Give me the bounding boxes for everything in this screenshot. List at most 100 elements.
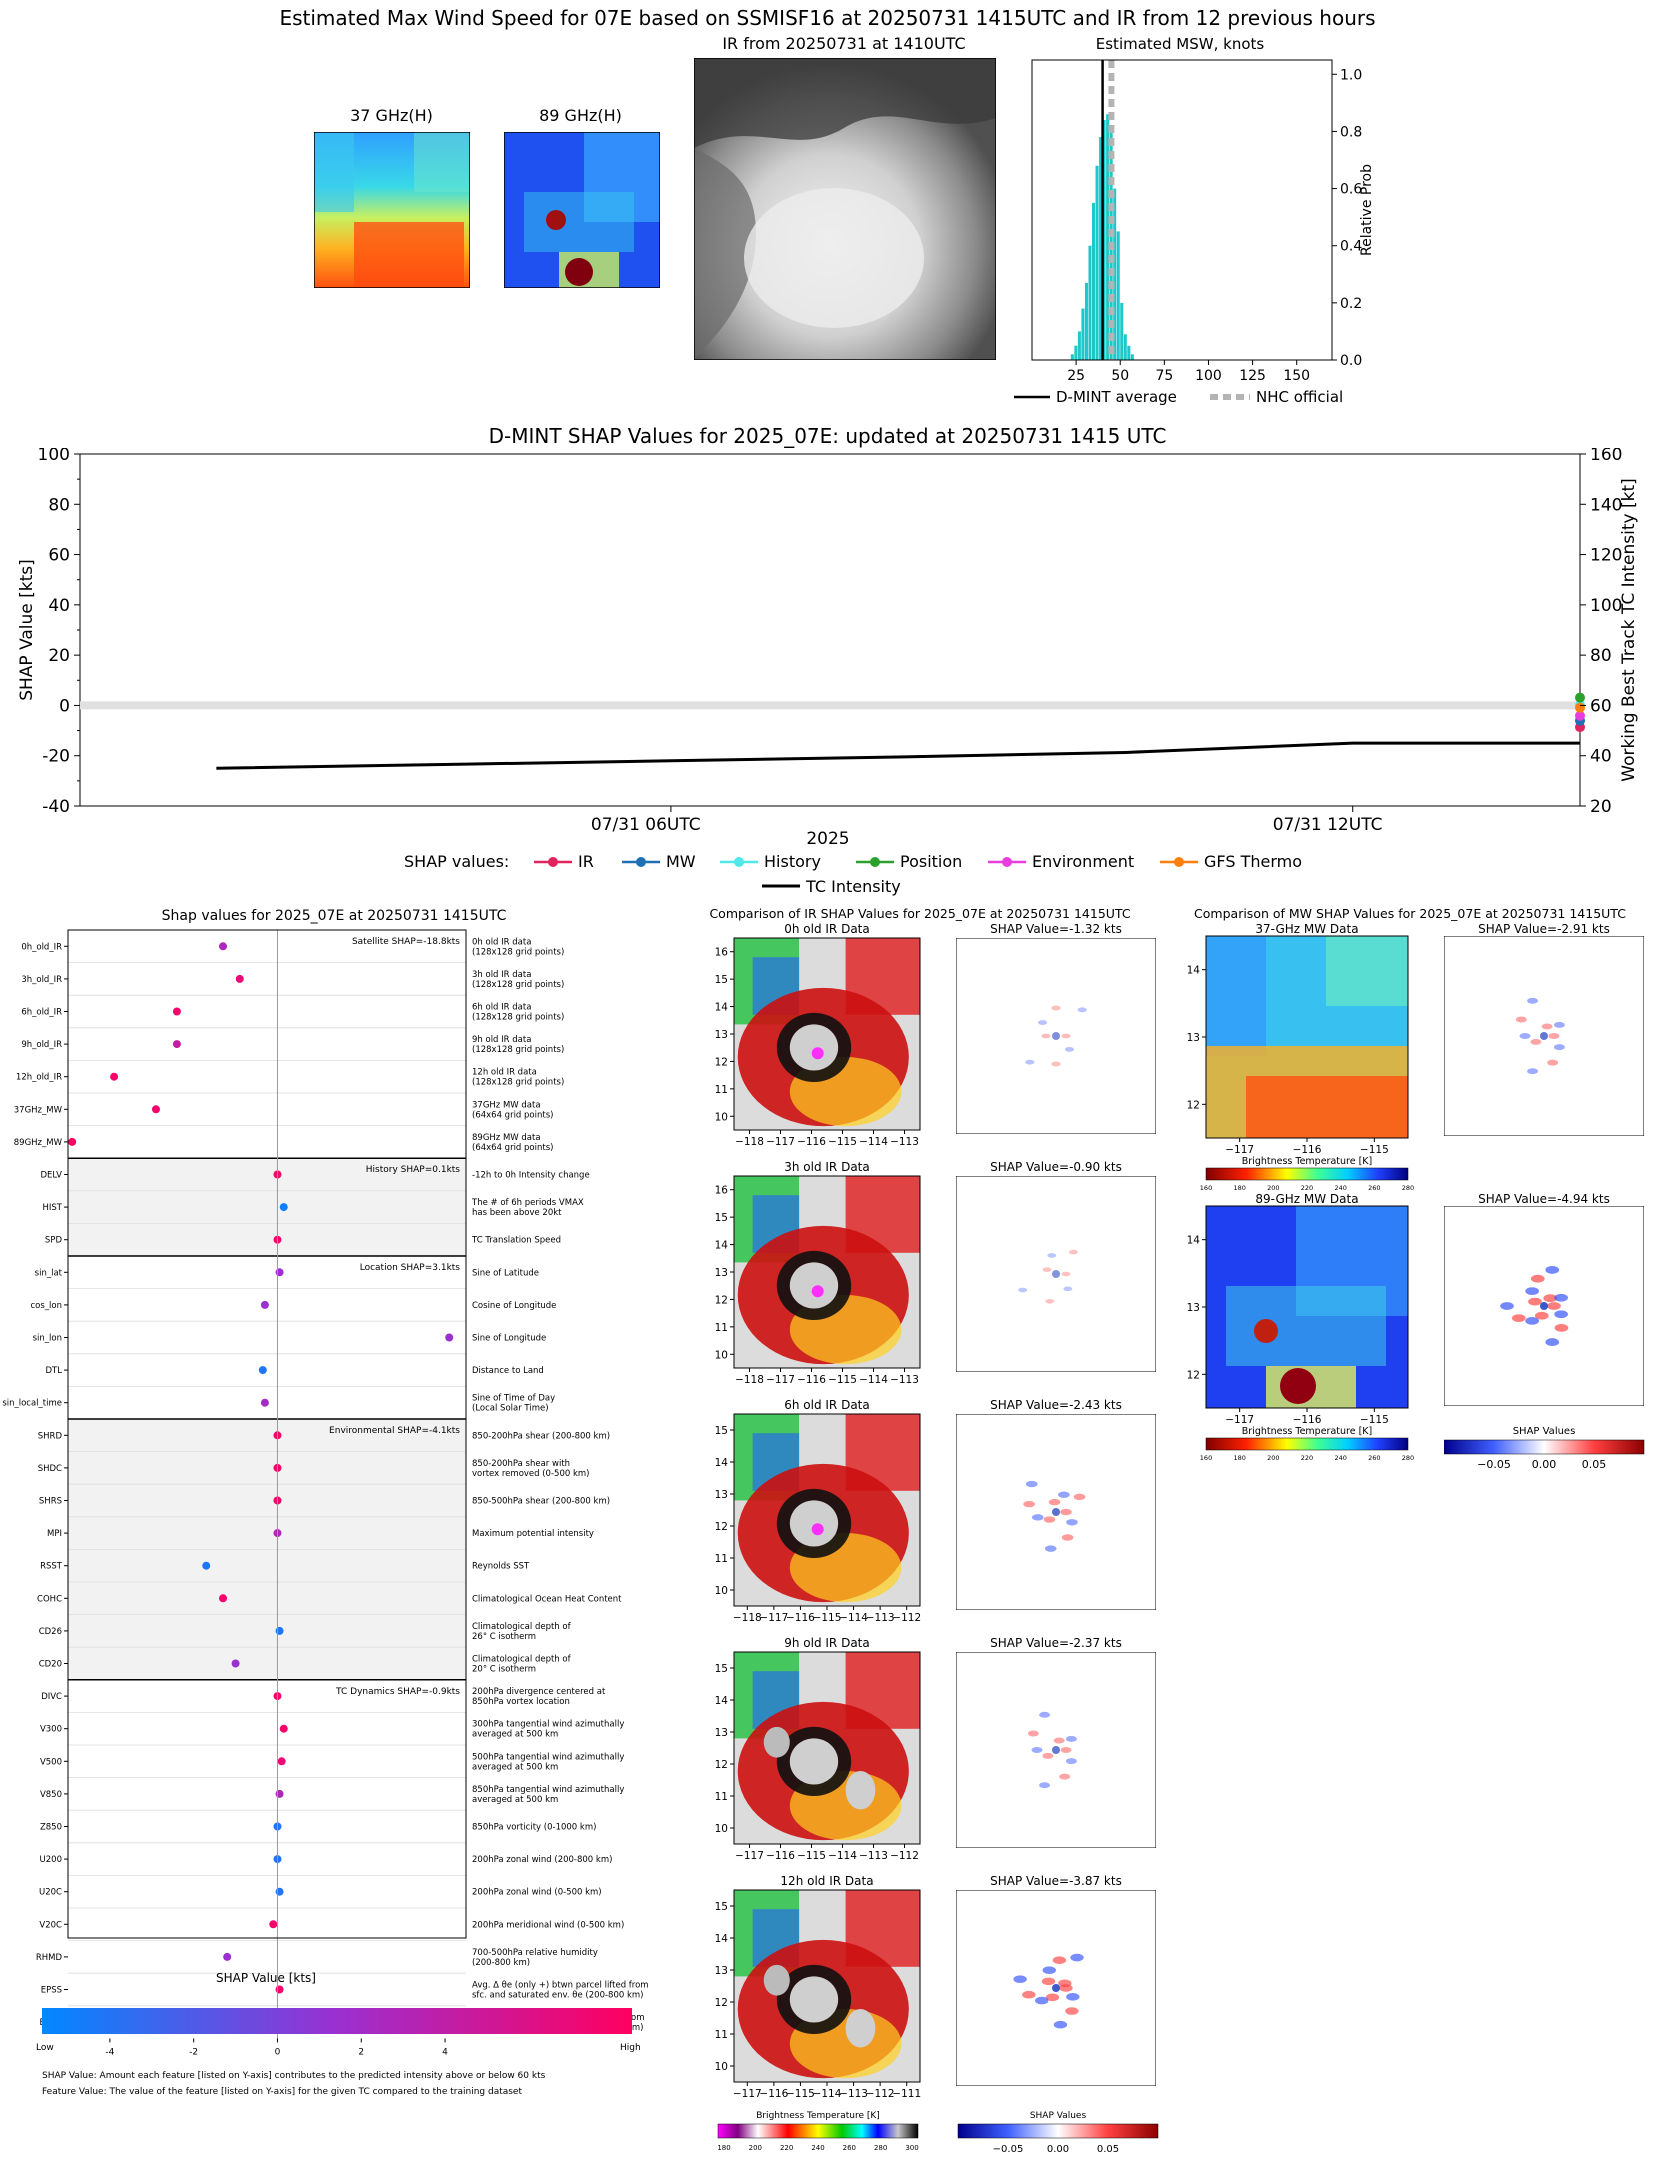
mw-panel-title: 89-GHz MW Data [1255,1192,1359,1206]
mw-bt-tick-label: 260 [1368,1184,1380,1192]
feature-description: Sine of Latitude [472,1268,539,1278]
hist-bar [1088,245,1092,360]
mw-bt-tick-label: 240 [1334,1454,1346,1462]
panel-ytick-label: 16 [715,947,729,959]
panel-xtick-label: −117 [766,1374,795,1386]
feature-name: sin_lat [35,1268,63,1278]
feature-description: Distance to Land [472,1366,544,1376]
legend-position-label: Position [900,852,962,871]
mw-shap-tick-label: 0.05 [1582,1458,1607,1471]
mw-bt-tick-label: 200 [1267,1454,1279,1462]
feature-shap-point [275,1985,284,1994]
feature-description: (64x64 grid points) [472,1110,553,1120]
ts-ytick-right-label: 20 [1590,797,1612,817]
hist-xtick-label: 150 [1283,368,1310,384]
hist-bar [1081,308,1085,360]
ir-colorbars: Brightness Temperature [K] 180 200 220 240 2… [717,2111,1159,2155]
ts-ytick-right-label: 140 [1590,495,1622,515]
panel-xtick-label: −113 [866,1612,895,1624]
legend-position: Position [856,852,962,871]
feature-name: V20C [39,1920,62,1930]
ts-ytick-label: -20 [42,747,70,767]
legend-ir: IR [534,852,594,871]
feature-name: 89GHz_MW [14,1138,63,1148]
mw-brightness-image: −117 −116 −115 14 13 12 Brightness Temperature… [1187,935,1414,1192]
feature-shap-point [269,1920,278,1929]
panel-xtick-label: −114 [813,2088,842,2100]
feature-description: 20° C isotherm [472,1665,536,1675]
top-legend: D-MINT average NHC official [1014,388,1343,406]
mw-bt-tick-label: 260 [1368,1454,1380,1462]
panel-ytick-label: 13 [1187,1032,1200,1044]
feature-shap-point [279,1203,288,1212]
panel-ytick-label: 14 [715,1002,729,1014]
feature-shap-point [258,1366,267,1375]
hist-ytick-label: 1.0 [1340,67,1362,83]
ir-brightness-image: −117−116−115−114−113−112−111 15 14 13 12 11 10 [715,1889,921,2100]
ir-shap-image [956,938,1156,1134]
panel-xtick-label: −116 [1293,1144,1322,1156]
feature-name: Z850 [40,1823,62,1833]
panel-ytick-label: 10 [715,1111,728,1123]
group-shade [68,1158,466,1256]
legend-tc-intensity: TC Intensity [762,877,901,896]
shap-feature-plot: Shap values for 2025_07E at 20250731 141… [2,908,648,2097]
panel-ytick-label: 14 [715,1457,729,1469]
hist-ytick-label: 0.8 [1340,124,1362,140]
mw-shap-panel-title: SHAP Value=-4.94 kts [1478,1192,1610,1206]
feature-shap-point [260,1300,269,1309]
feature-description: 200hPa divergence centered at [472,1687,606,1697]
panel-ytick-label: 10 [715,1585,728,1597]
panel-ytick-label: 15 [715,1212,728,1224]
end-shap-marker [1575,710,1585,721]
mw-shap-image [1444,1206,1644,1406]
msw-ylabel: Relative Prob [1359,164,1375,256]
feature-name: DTL [46,1366,63,1376]
mw-bt-tick-label: 160 [1200,1184,1212,1192]
feature-plot-title: Shap values for 2025_07E at 20250731 141… [162,908,507,924]
feature-description: (64x64 grid points) [472,1143,553,1153]
panel-ytick-label: 15 [715,1901,728,1913]
feature-description: averaged at 500 km [472,1795,558,1805]
feature-description: 850-200hPa shear (200-800 km) [472,1431,610,1441]
feature-name: V850 [40,1790,62,1800]
feature-description: 300hPa tangential wind azimuthally [472,1720,624,1730]
feature-description: 3h old IR data [472,970,531,980]
hist-bar [1099,137,1103,360]
panel-xtick-label: −118 [733,1612,762,1624]
hist-bar [1123,334,1127,360]
ir-bt-colorbar [717,2123,919,2139]
mw-bt-tick-label: 200 [1267,1184,1279,1192]
panel-ytick-label: 14 [715,1695,729,1707]
mw-bt-tick-label: 180 [1233,1184,1245,1192]
hist-bar [1092,202,1096,360]
panel-ytick-label: 14 [1187,965,1201,977]
feature-description: TC Translation Speed [471,1236,561,1246]
ts-ytick-label: 0 [59,696,70,716]
feature-description: 37GHz MW data [472,1100,541,1110]
ir-panel-title: 9h old IR Data [784,1636,870,1650]
feature-description: (128x128 grid points) [472,947,564,957]
ir-bt-tick-label: 180 [717,2144,730,2152]
feature-description: 850hPa tangential wind azimuthally [472,1785,624,1795]
panel-ytick-label: 13 [715,1727,728,1739]
feature-description: The # of 6h periods VMAX [471,1198,584,1208]
feature-name: EPSS [41,1986,62,1996]
ts-ytick-label: -40 [42,797,70,817]
panel-xtick-label: −113 [839,2088,868,2100]
hist-ytick-label: 0.4 [1340,239,1362,255]
feature-name: cos_lon [30,1301,62,1311]
mw-bt-tick-label: 180 [1233,1454,1245,1462]
ts-ytick-right-label: 160 [1590,448,1622,465]
feature-shap-point [275,1268,284,1277]
panel-xtick-label: −115 [1360,1144,1389,1156]
legend-history-label: History [764,852,821,871]
ts-ytick-right-label: 40 [1590,747,1612,767]
feature-name: SHRS [39,1497,62,1507]
feature-shap-point [202,1561,211,1570]
feature-xtick-label: -2 [189,2047,198,2057]
feature-description: vortex removed (0-500 km) [472,1469,589,1479]
shap-timeseries-title: D-MINT SHAP Values for 2025_07E: updated… [488,424,1167,448]
panel-xtick-label: −116 [797,1374,826,1386]
panel-xtick-label: −114 [828,1850,857,1862]
